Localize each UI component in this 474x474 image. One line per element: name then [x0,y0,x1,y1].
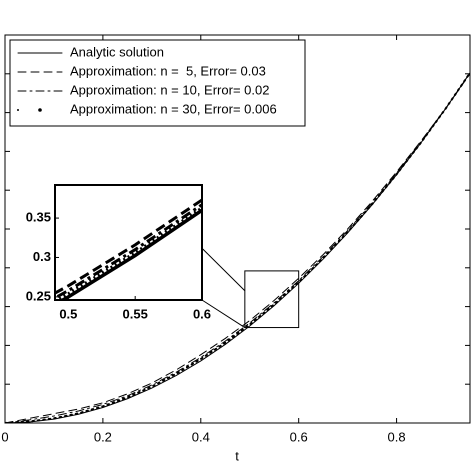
legend-label: Approximation: n = 10, Error= 0.02 [70,82,269,97]
x-tick-label: 0.8 [388,429,406,444]
inset-x-tick-label: 0.55 [123,306,148,321]
zoom-box [244,270,300,329]
series-line [5,71,470,423]
inset-y-tick-label: 0.3 [33,249,51,264]
x-tick-label: 0.6 [290,429,308,444]
series-line [5,73,470,423]
series-group [5,71,470,423]
inset-x-tick-label: 0.5 [59,306,77,321]
x-axis-label: t [235,448,239,463]
legend-box [9,39,306,127]
inset-y-tick-label: 0.35 [26,210,51,225]
legend-label: Analytic solution [70,44,164,59]
legend-marker [38,108,42,112]
zoom-connector [201,299,246,328]
inset-y-tick-label: 0.25 [26,288,51,303]
x-tick-label: 0.2 [94,429,112,444]
x-tick-label: 0 [1,429,8,444]
zoom-connector [201,247,246,292]
inset-x-tick-label: 0.6 [193,306,211,321]
legend-label: Approximation: n = 5, Error= 0.03 [70,63,266,78]
inset-frame [54,184,203,301]
x-tick-label: 0.4 [192,429,210,444]
legend-label: Approximation: n = 30, Error= 0.006 [70,101,277,116]
